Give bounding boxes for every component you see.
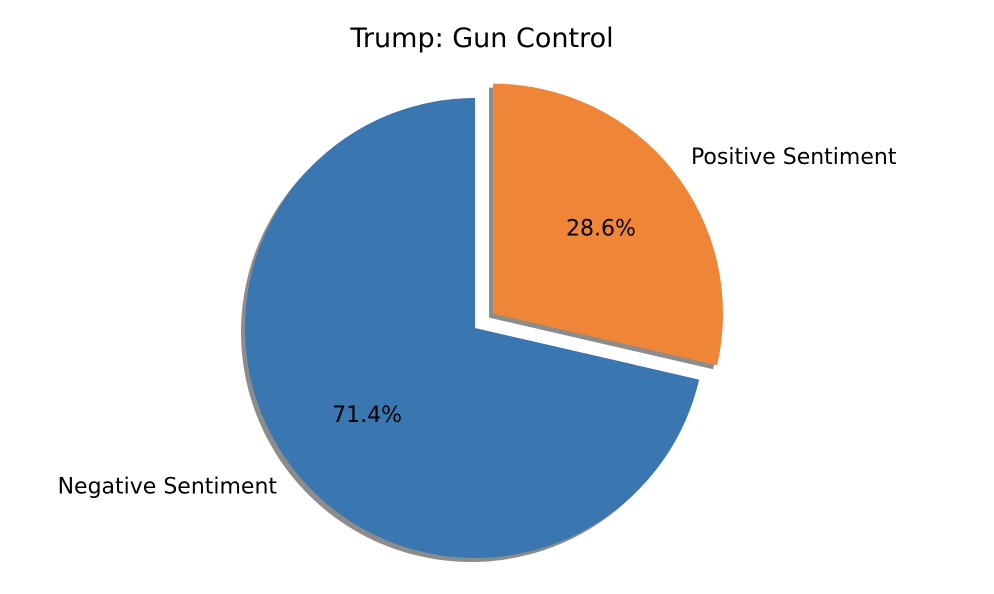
slice-label-negative-sentiment: Negative Sentiment (58, 475, 278, 500)
pie-labels: Negative Sentiment 71.4% Positive Sentimen… (58, 145, 897, 499)
slice-percent-positive-sentiment: 28.6% (566, 217, 636, 242)
chart-title: Trump: Gun Control (349, 23, 613, 54)
slice-negative-sentiment (244, 98, 700, 558)
slice-percent-negative-sentiment: 71.4% (332, 403, 402, 428)
slice-positive-sentiment (492, 83, 723, 366)
pie-slices (244, 83, 723, 558)
slice-label-positive-sentiment: Positive Sentiment (691, 145, 897, 170)
